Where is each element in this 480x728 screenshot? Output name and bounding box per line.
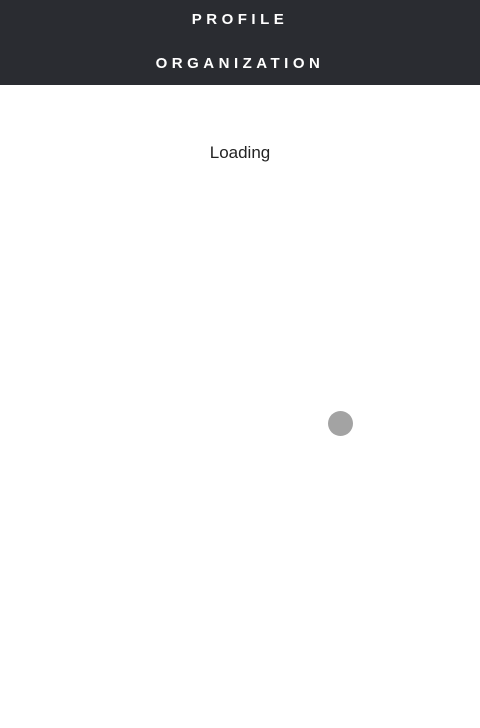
loading-status-text: Loading [209, 143, 271, 162]
top-navigation-bar: PROFILE ORGANIZATION [0, 0, 480, 85]
touch-indicator [328, 411, 353, 436]
nav-profile-link[interactable]: PROFILE [191, 11, 289, 28]
nav-organization-link[interactable]: ORGANIZATION [155, 55, 325, 72]
main-content: Loading [0, 85, 480, 728]
